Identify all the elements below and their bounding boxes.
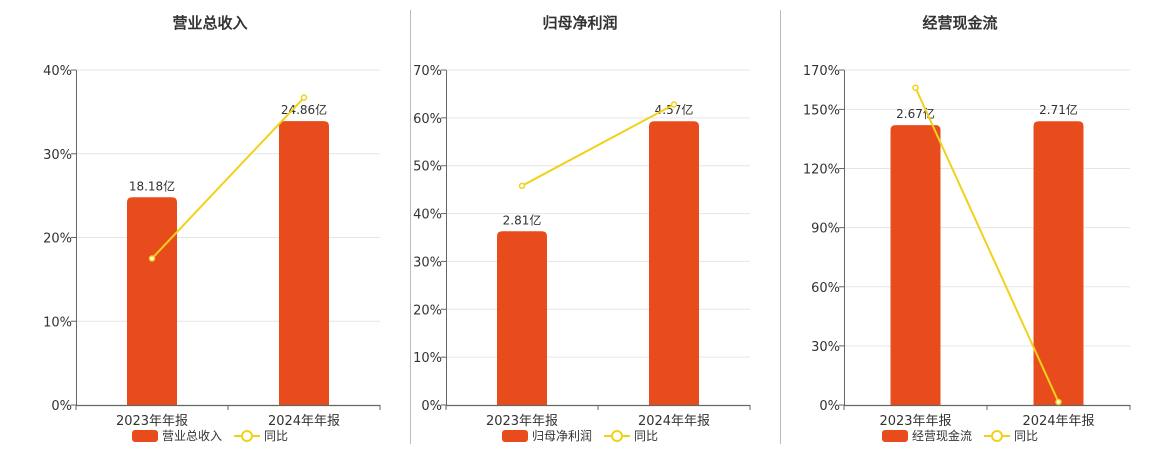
- y-tick-label: 60%: [413, 112, 442, 127]
- y-tick-label: 30%: [43, 148, 72, 163]
- legend-line-label: 同比: [264, 429, 288, 443]
- legend-bar-label: 归母净利润: [532, 429, 592, 443]
- y-tick-label: 0%: [421, 399, 442, 414]
- y-tick-label: 20%: [43, 232, 72, 247]
- legend-line-marker: [611, 430, 623, 442]
- y-tick-label: 30%: [413, 255, 442, 270]
- yoy-line: [914, 87, 1060, 403]
- x-tick-label: 2024年年报: [268, 414, 340, 429]
- yoy-line: [151, 96, 305, 260]
- y-tick-label: 90%: [811, 222, 840, 237]
- bar: [1033, 121, 1084, 405]
- bar: [890, 125, 941, 406]
- legend-bar-label: 经营现金流: [912, 428, 972, 443]
- bar: [127, 197, 177, 405]
- bar-data-label: 18.18亿: [129, 178, 175, 193]
- y-tick-label: 40%: [413, 208, 442, 223]
- bar: [497, 231, 547, 405]
- y-tick-label: 20%: [413, 303, 442, 318]
- y-tick-label: 30%: [811, 340, 840, 355]
- bar: [649, 121, 699, 405]
- legend-bar-swatch: [882, 430, 908, 442]
- y-tick-label: 120%: [803, 163, 840, 178]
- yoy-point: [518, 182, 526, 190]
- legend-line-label: 同比: [634, 429, 658, 443]
- legend-line-marker: [241, 430, 253, 442]
- y-tick-label: 170%: [803, 64, 840, 79]
- chart-title: 经营现金流: [922, 14, 997, 32]
- legend-bar-swatch: [502, 430, 528, 442]
- legend[interactable]: 经营现金流 同比: [882, 428, 1038, 443]
- bar-data-label: 4.57亿: [655, 102, 694, 117]
- y-tick-label: 60%: [811, 281, 840, 296]
- y-tick-label: 0%: [819, 399, 840, 414]
- y-tick-label: 10%: [413, 351, 442, 366]
- yoy-point: [300, 94, 308, 101]
- chart-1: 归母净利润 0% 10% 20% 30% 40% 50% 60% 70% 2.81亿 4.57亿 20…: [410, 10, 751, 444]
- x-tick-label: 2023年年报: [486, 414, 558, 429]
- legend[interactable]: 归母净利润 同比: [502, 429, 658, 443]
- yoy-point: [1055, 398, 1062, 406]
- bar-data-label: 2.81亿: [503, 212, 542, 227]
- yoy-point: [670, 101, 678, 108]
- legend-bar-swatch: [132, 430, 158, 442]
- x-tick-label: 2023年年报: [879, 414, 951, 429]
- yoy-point: [912, 84, 919, 91]
- bar-data-label: 2.71亿: [1039, 102, 1078, 117]
- x-tick-label: 2024年年报: [638, 414, 710, 429]
- chart-title: 归母净利润: [542, 14, 617, 32]
- chart-title: 营业总收入: [172, 14, 247, 32]
- yoy-point: [148, 255, 156, 262]
- chart-0: 营业总收入 0% 10% 20% 30% 40% 18.18亿 24.86亿 2023年年报 20…: [43, 14, 381, 443]
- legend-line-marker: [991, 430, 1003, 442]
- y-tick-label: 40%: [43, 64, 72, 79]
- x-tick-label: 2024年年报: [1022, 414, 1094, 429]
- legend-line-label: 同比: [1014, 429, 1038, 443]
- yoy-line: [521, 103, 675, 187]
- bar-data-label: 24.86亿: [281, 102, 327, 117]
- y-tick-label: 70%: [413, 64, 442, 79]
- legend-bar-label: 营业总收入: [162, 429, 222, 443]
- legend[interactable]: 营业总收入 同比: [132, 429, 288, 443]
- y-tick-label: 50%: [413, 160, 442, 175]
- bar: [279, 121, 329, 406]
- y-tick-label: 0%: [51, 399, 72, 414]
- y-tick-label: 150%: [803, 103, 840, 118]
- y-tick-label: 10%: [43, 315, 72, 330]
- x-tick-label: 2023年年报: [116, 414, 188, 429]
